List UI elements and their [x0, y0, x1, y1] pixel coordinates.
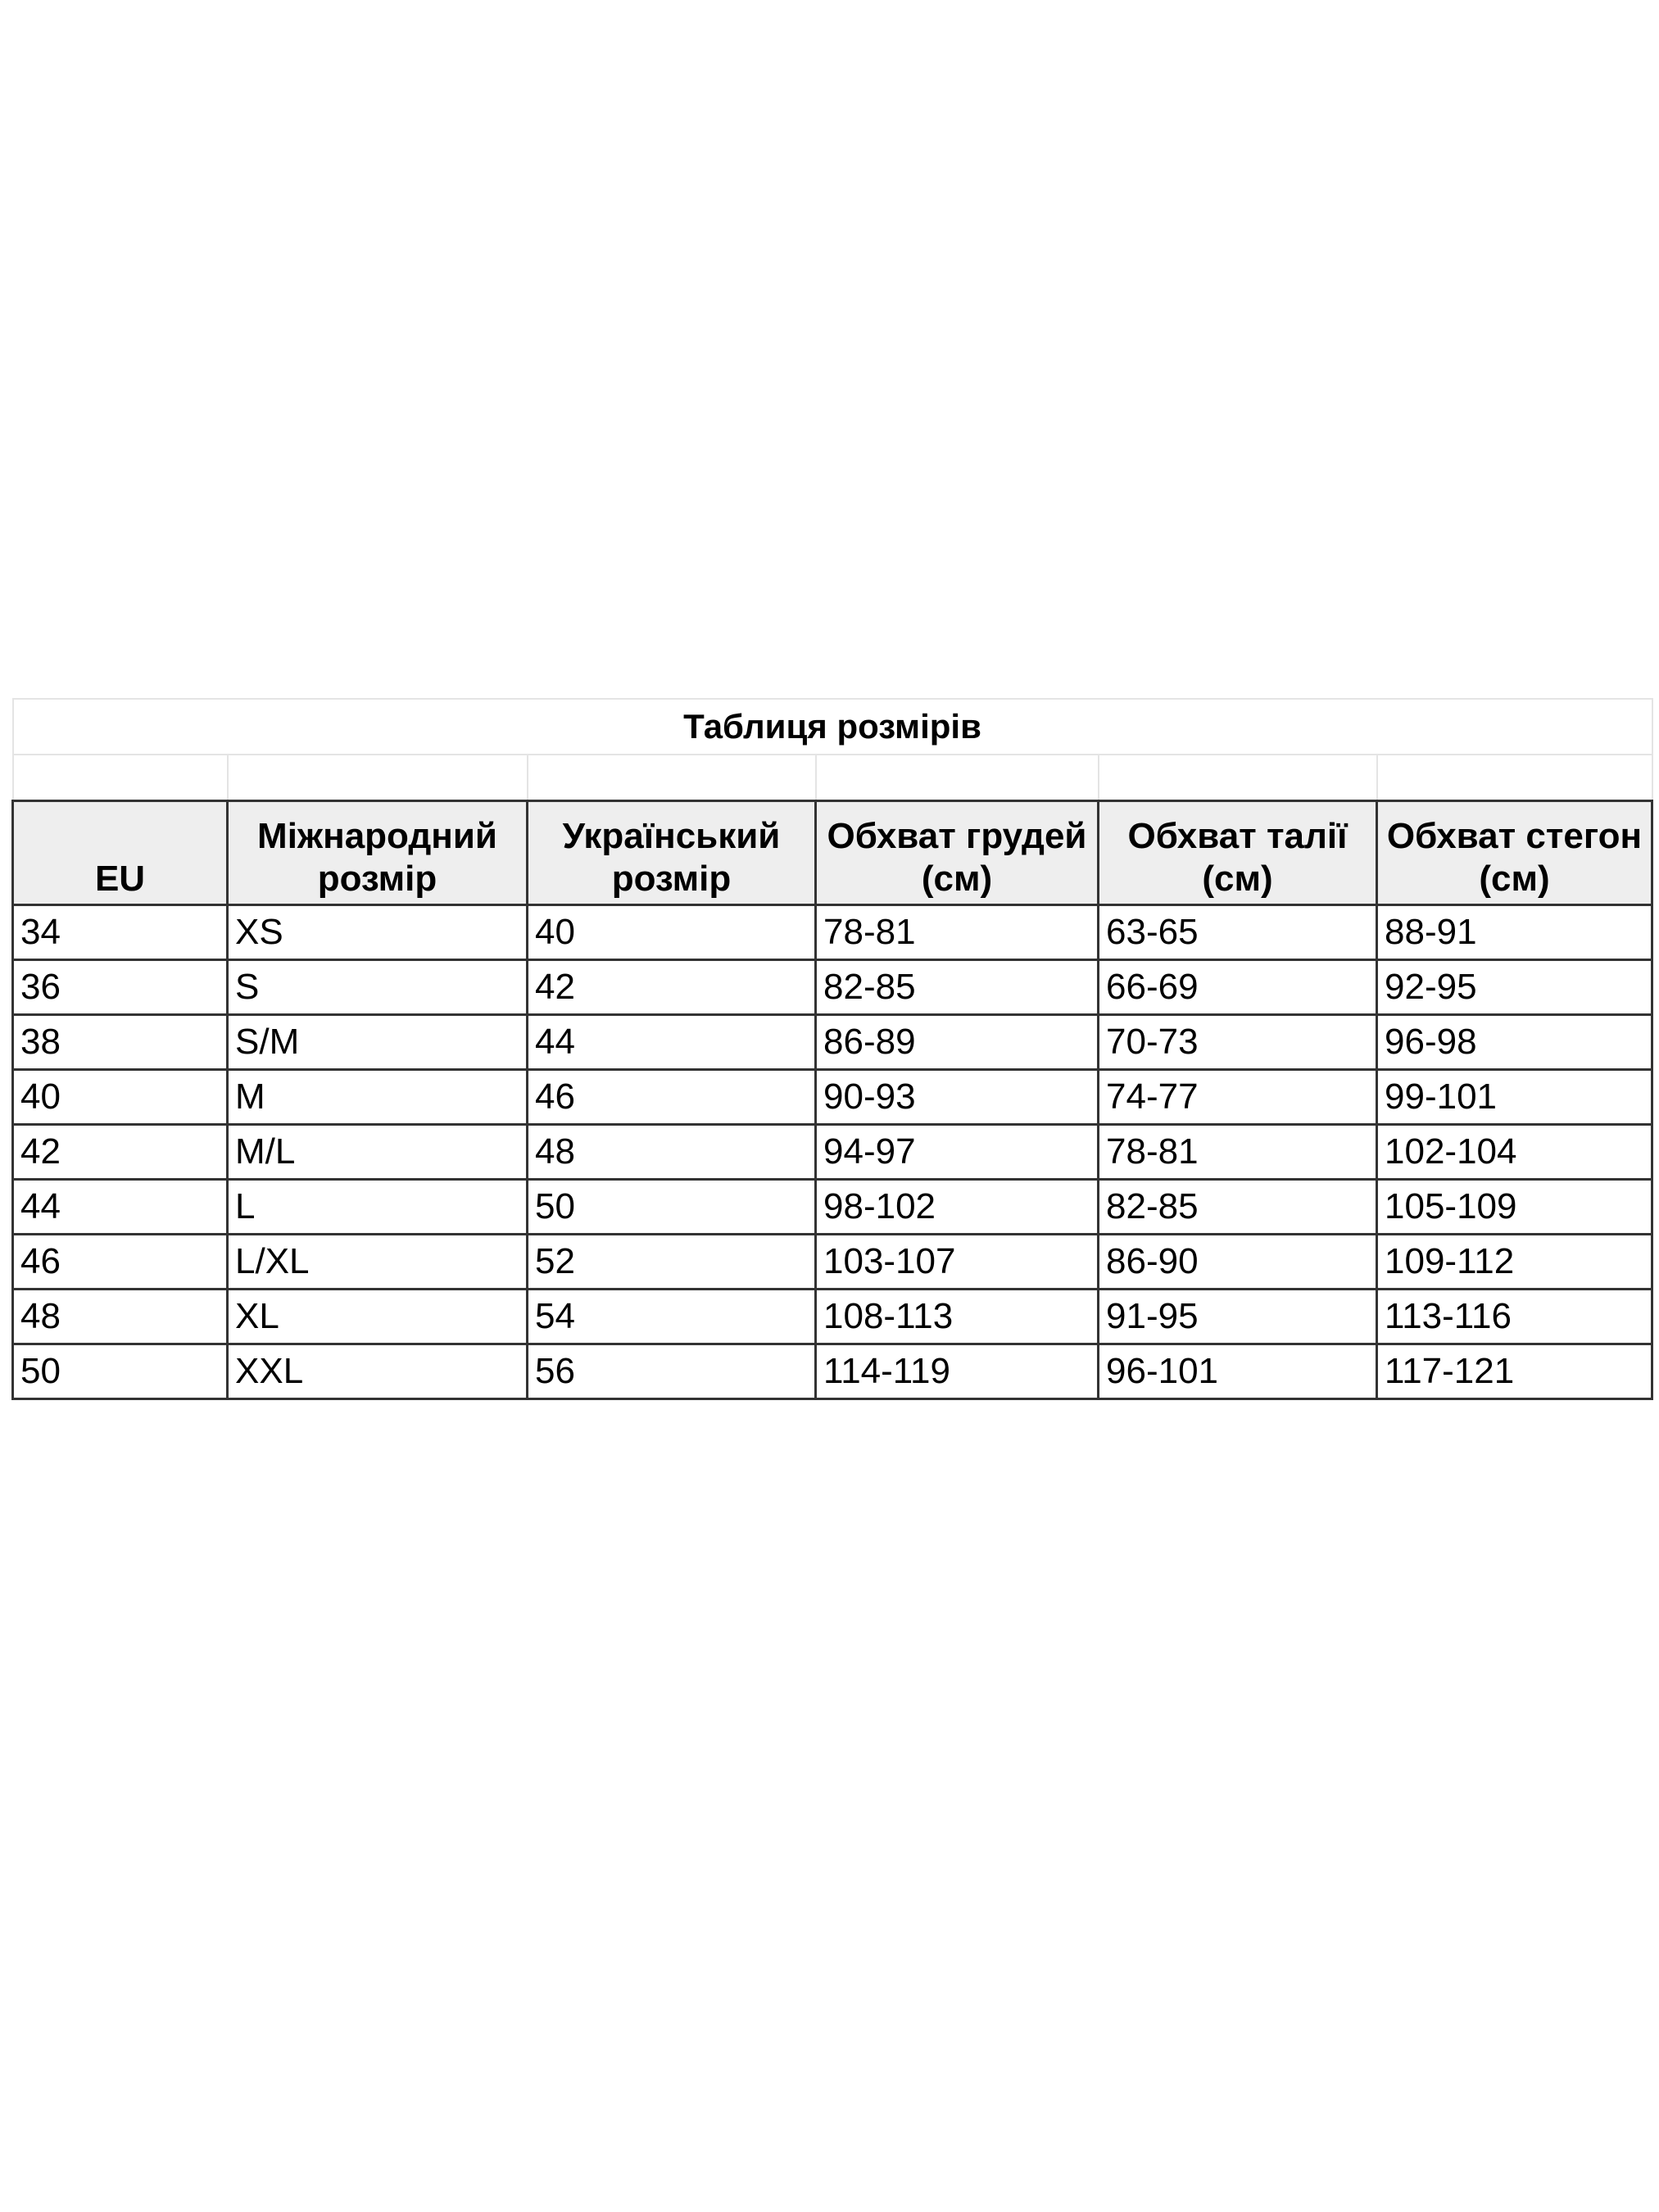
cell-eu: 50 — [11, 1343, 229, 1400]
cell-eu: 40 — [11, 1068, 229, 1126]
cell-international: S — [226, 959, 528, 1016]
cell-international: L — [226, 1178, 528, 1235]
cell-eu: 42 — [11, 1123, 229, 1181]
cell-eu: 36 — [11, 959, 229, 1016]
blank-cell — [1376, 754, 1653, 802]
header-ukrainian: Український розмір — [526, 800, 817, 906]
cell-eu: 38 — [11, 1013, 229, 1071]
table-row: 50 XXL 56 114-119 96-101 117-121 — [11, 1343, 1653, 1400]
cell-hips: 102-104 — [1376, 1123, 1653, 1181]
cell-chest: 90-93 — [814, 1068, 1099, 1126]
cell-waist: 63-65 — [1097, 904, 1378, 961]
table-row: 34 XS 40 78-81 63-65 88-91 — [11, 904, 1653, 961]
header-international: Міжнародний розмір — [226, 800, 528, 906]
cell-ukrainian: 56 — [526, 1343, 817, 1400]
cell-ukrainian: 54 — [526, 1288, 817, 1345]
cell-hips: 105-109 — [1376, 1178, 1653, 1235]
cell-waist: 82-85 — [1097, 1178, 1378, 1235]
table-row: 38 S/M 44 86-89 70-73 96-98 — [11, 1013, 1653, 1071]
header-eu: EU — [11, 800, 229, 906]
table-row: 44 L 50 98-102 82-85 105-109 — [11, 1178, 1653, 1235]
cell-chest: 108-113 — [814, 1288, 1099, 1345]
blank-cell — [226, 754, 528, 802]
cell-eu: 46 — [11, 1233, 229, 1290]
cell-chest: 94-97 — [814, 1123, 1099, 1181]
cell-waist: 74-77 — [1097, 1068, 1378, 1126]
cell-ukrainian: 44 — [526, 1013, 817, 1071]
cell-chest: 86-89 — [814, 1013, 1099, 1071]
table-row: 40 M 46 90-93 74-77 99-101 — [11, 1068, 1653, 1126]
table-title: Таблиця розмірів — [11, 698, 1653, 755]
blank-cell — [1097, 754, 1378, 802]
header-row: EU Міжнародний розмір Український розмір… — [11, 800, 1653, 906]
table-row: 46 L/XL 52 103-107 86-90 109-112 — [11, 1233, 1653, 1290]
cell-hips: 88-91 — [1376, 904, 1653, 961]
title-row: Таблиця розмірів — [11, 698, 1653, 755]
cell-ukrainian: 48 — [526, 1123, 817, 1181]
cell-waist: 96-101 — [1097, 1343, 1378, 1400]
cell-international: XL — [226, 1288, 528, 1345]
cell-eu: 34 — [11, 904, 229, 961]
cell-ukrainian: 42 — [526, 959, 817, 1016]
size-chart: Таблиця розмірів EU Міжнародний розмір У… — [11, 698, 1653, 1400]
cell-ukrainian: 52 — [526, 1233, 817, 1290]
header-hips: Обхват стегон (см) — [1376, 800, 1653, 906]
cell-waist: 78-81 — [1097, 1123, 1378, 1181]
cell-waist: 86-90 — [1097, 1233, 1378, 1290]
cell-chest: 98-102 — [814, 1178, 1099, 1235]
cell-ukrainian: 50 — [526, 1178, 817, 1235]
cell-international: L/XL — [226, 1233, 528, 1290]
cell-ukrainian: 46 — [526, 1068, 817, 1126]
cell-eu: 48 — [11, 1288, 229, 1345]
size-table: Таблиця розмірів EU Міжнародний розмір У… — [11, 698, 1653, 1400]
cell-chest: 114-119 — [814, 1343, 1099, 1400]
blank-cell — [814, 754, 1099, 802]
cell-waist: 91-95 — [1097, 1288, 1378, 1345]
blank-row — [11, 754, 1653, 802]
cell-waist: 66-69 — [1097, 959, 1378, 1016]
cell-international: XS — [226, 904, 528, 961]
cell-hips: 96-98 — [1376, 1013, 1653, 1071]
cell-chest: 82-85 — [814, 959, 1099, 1016]
cell-international: M/L — [226, 1123, 528, 1181]
cell-hips: 92-95 — [1376, 959, 1653, 1016]
cell-ukrainian: 40 — [526, 904, 817, 961]
cell-chest: 78-81 — [814, 904, 1099, 961]
table-row: 48 XL 54 108-113 91-95 113-116 — [11, 1288, 1653, 1345]
cell-international: M — [226, 1068, 528, 1126]
cell-hips: 117-121 — [1376, 1343, 1653, 1400]
table-row: 42 M/L 48 94-97 78-81 102-104 — [11, 1123, 1653, 1181]
cell-hips: 113-116 — [1376, 1288, 1653, 1345]
cell-chest: 103-107 — [814, 1233, 1099, 1290]
cell-hips: 109-112 — [1376, 1233, 1653, 1290]
cell-international: S/M — [226, 1013, 528, 1071]
cell-waist: 70-73 — [1097, 1013, 1378, 1071]
header-chest: Обхват грудей (см) — [814, 800, 1099, 906]
cell-eu: 44 — [11, 1178, 229, 1235]
header-waist: Обхват талії (см) — [1097, 800, 1378, 906]
blank-cell — [526, 754, 817, 802]
cell-hips: 99-101 — [1376, 1068, 1653, 1126]
table-row: 36 S 42 82-85 66-69 92-95 — [11, 959, 1653, 1016]
cell-international: XXL — [226, 1343, 528, 1400]
blank-cell — [11, 754, 229, 802]
